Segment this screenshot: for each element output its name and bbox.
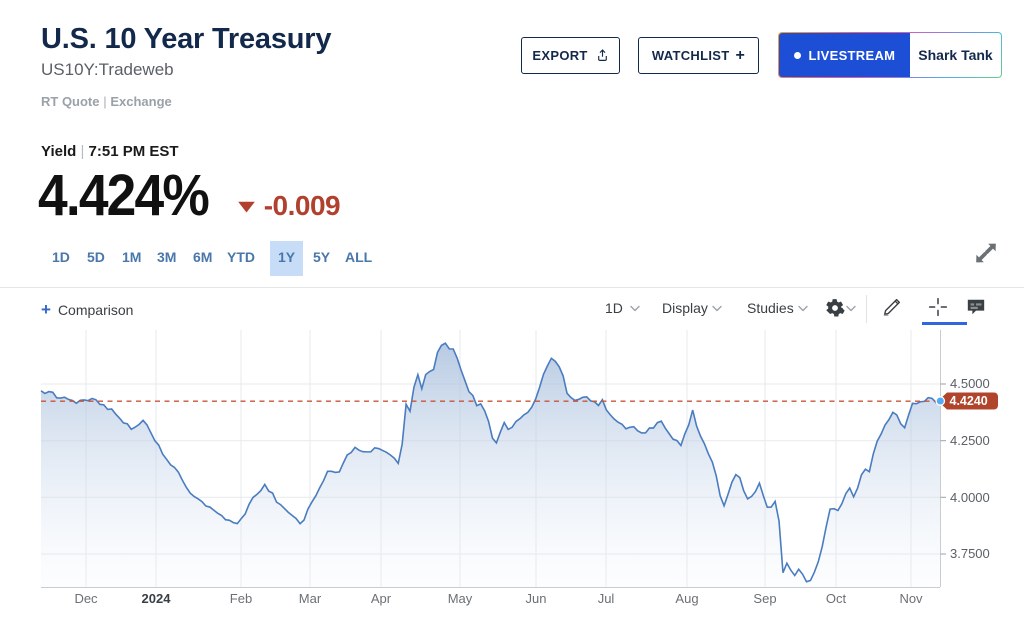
svg-text:Oct: Oct — [826, 591, 847, 606]
svg-text:3.7500: 3.7500 — [950, 546, 990, 561]
svg-text:May: May — [448, 591, 473, 606]
svg-text:Jun: Jun — [526, 591, 547, 606]
svg-text:Jul: Jul — [598, 591, 615, 606]
svg-text:4.5000: 4.5000 — [950, 376, 990, 391]
svg-text:Nov: Nov — [899, 591, 923, 606]
svg-text:Feb: Feb — [230, 591, 252, 606]
svg-text:Apr: Apr — [371, 591, 392, 606]
svg-text:4.0000: 4.0000 — [950, 490, 990, 505]
svg-text:4.4240: 4.4240 — [950, 394, 988, 408]
svg-text:Mar: Mar — [299, 591, 322, 606]
svg-text:4.2500: 4.2500 — [950, 433, 990, 448]
svg-text:2024: 2024 — [142, 591, 172, 606]
svg-text:Aug: Aug — [675, 591, 698, 606]
svg-text:Dec: Dec — [74, 591, 98, 606]
svg-text:Sep: Sep — [753, 591, 776, 606]
